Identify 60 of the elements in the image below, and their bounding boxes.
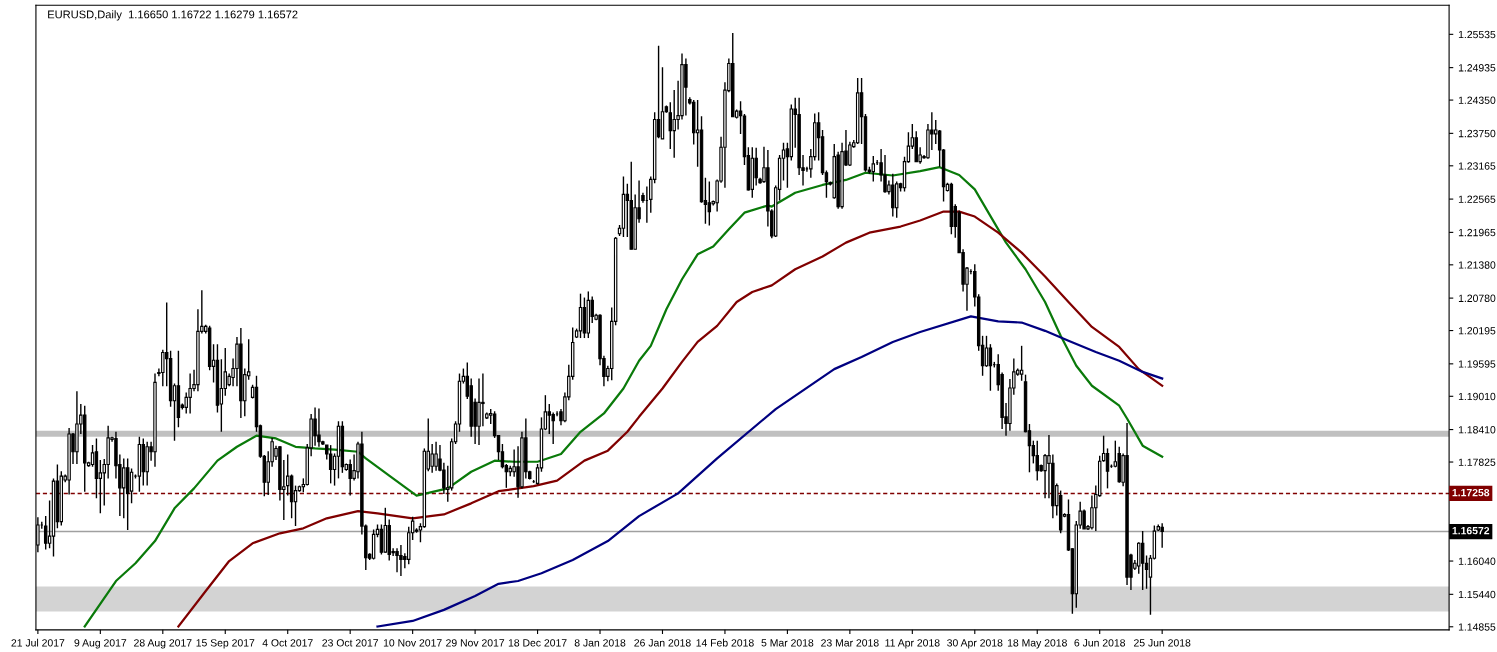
- y-tick-label: 1.17825: [1458, 458, 1496, 466]
- x-tick-label: 23 Oct 2017: [322, 639, 379, 647]
- candlestick: [1035, 439, 1039, 482]
- x-tick-label: 14 Feb 2018: [696, 638, 754, 647]
- candlestick: [477, 377, 481, 446]
- x-tick-label: 4 Oct 2017: [262, 639, 313, 647]
- y-tick-label: 1.24935: [1458, 64, 1496, 72]
- x-tick-label: 25 Jun 2018: [1134, 639, 1191, 647]
- candlestick: [122, 457, 126, 520]
- x-tick-label: 6 Jun 2018: [1074, 639, 1126, 647]
- y-tick-label: 1.20195: [1458, 327, 1496, 335]
- y-tick-label: 1.21965: [1458, 228, 1496, 237]
- y-tick-label: 1.18410: [1458, 426, 1496, 434]
- chart-title: EURUSD,Daily 1.16650 1.16722 1.16279 1.16572: [48, 10, 298, 21]
- y-tick-label: 1.23750: [1458, 129, 1496, 138]
- candlestick: [871, 155, 876, 183]
- x-tick-label: 5 Mar 2018: [761, 639, 814, 647]
- candlestick: [348, 458, 352, 497]
- x-tick-label: 9 Aug 2017: [74, 639, 127, 649]
- candlestick: [481, 372, 485, 427]
- x-tick-label: 8 Jan 2018: [574, 639, 626, 647]
- line-series: [83, 166, 1164, 628]
- y-tick-label: 1.14855: [1458, 623, 1496, 631]
- y-tick-label: 1.21380: [1458, 261, 1496, 269]
- x-tick-label: 18 Dec 2017: [508, 639, 567, 647]
- x-tick-label: 11 Apr 2018: [885, 639, 940, 649]
- x-tick-label: 10 Nov 2017: [383, 639, 442, 647]
- x-tick-label: 30 Apr 2018: [947, 639, 1003, 649]
- x-tick-label: 26 Jan 2018: [634, 639, 691, 647]
- candlestick: [1160, 522, 1164, 549]
- candlestick: [219, 358, 224, 433]
- line-series: [376, 315, 1164, 628]
- x-tick-label: 29 Nov 2017: [446, 639, 505, 647]
- x-tick-label: 21 Jul 2017: [11, 638, 65, 647]
- candlestick: [891, 173, 895, 218]
- x-tick-label: 15 Sep 2017: [196, 639, 255, 649]
- candlestick: [434, 441, 438, 472]
- x-tick-label: 23 Mar 2018: [821, 639, 879, 647]
- candlestick: [668, 101, 673, 150]
- y-tick-label: 1.20780: [1458, 294, 1496, 302]
- y-tick-label: 1.19595: [1458, 360, 1496, 368]
- candlestick: [430, 443, 434, 474]
- y-tick-label: 1.16040: [1458, 557, 1496, 565]
- candlestick: [317, 407, 321, 448]
- ref-line-label: 1.17258: [1452, 488, 1490, 497]
- candlestick: [395, 547, 399, 573]
- candlestick: [754, 147, 758, 187]
- x-tick-label: 28 Aug 2017: [134, 639, 192, 649]
- candlestick: [399, 544, 403, 577]
- y-tick-label: 1.19010: [1458, 392, 1496, 401]
- y-tick-label: 1.24350: [1458, 96, 1496, 104]
- y-tick-label: 1.25535: [1458, 30, 1496, 39]
- y-tick-label: 1.22565: [1458, 195, 1496, 203]
- y-tick-label: 1.23165: [1458, 162, 1496, 170]
- candlestick: [313, 406, 317, 447]
- candlestick: [684, 57, 688, 117]
- x-tick-label: 18 May 2018: [1007, 639, 1067, 649]
- y-tick-label: 1.15440: [1458, 590, 1496, 599]
- ref-line-label: 1.16572: [1452, 526, 1490, 535]
- candlestick: [188, 372, 192, 415]
